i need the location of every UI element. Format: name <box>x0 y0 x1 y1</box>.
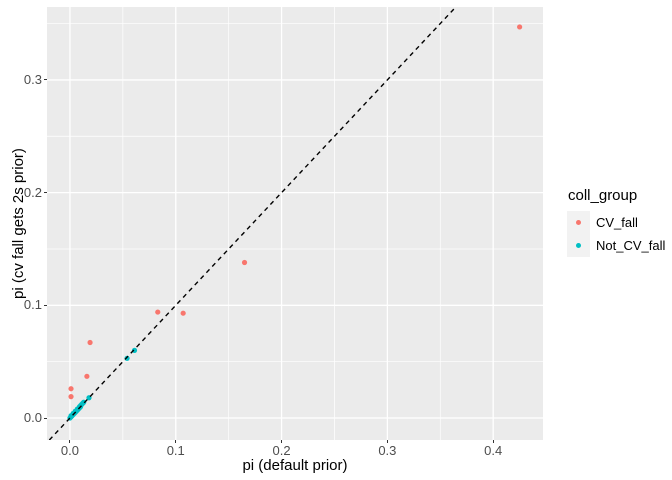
legend-entry-Not_CV_fall: Not_CV_fall <box>567 234 665 257</box>
data-point-CV_fall <box>241 259 248 266</box>
x-tick-label: 0.0 <box>60 443 79 458</box>
y-tick-label: 0.3 <box>23 71 42 87</box>
y-tick-mark <box>44 417 47 419</box>
legend-items: CV_fall Not_CV_fall <box>567 211 665 257</box>
x-tick-label: 0.3 <box>378 443 397 458</box>
y-tick-label: 0.0 <box>23 410 42 426</box>
data-point-CV_fall <box>84 373 90 379</box>
data-point-CV_fall <box>87 339 93 346</box>
x-axis-title: pi (default prior) <box>242 457 348 474</box>
y-tick-label: 0.2 <box>23 184 42 200</box>
legend-entry-CV_fall: CV_fall <box>567 211 665 234</box>
y-tick-mark <box>44 304 47 306</box>
legend: coll_group CV_fall Not_CV_fall <box>567 188 665 257</box>
legend-label: CV_fall <box>596 215 638 230</box>
x-tick-label: 0.4 <box>484 443 503 458</box>
data-point-Not_CV_fall <box>124 355 130 361</box>
data-point-Not_CV_fall <box>131 347 138 353</box>
legend-key <box>567 234 590 257</box>
y-tick-mark <box>44 192 47 194</box>
y-tick-mark <box>44 79 47 81</box>
legend-point-icon <box>576 220 581 225</box>
data-point-CV_fall <box>68 386 74 392</box>
data-point-CV_fall <box>180 310 186 316</box>
x-tick-mark <box>281 440 283 443</box>
plot-panel <box>47 7 543 440</box>
data-point-CV_fall <box>155 309 161 315</box>
x-tick-label: 0.1 <box>166 443 185 458</box>
x-tick-mark <box>492 440 494 443</box>
data-point-Not_CV_fall <box>81 399 87 405</box>
y-axis-title: pi (cv fall gets 2s prior) <box>10 148 27 299</box>
data-point-CV_fall <box>68 394 74 400</box>
legend-point-icon <box>576 243 581 248</box>
x-tick-mark <box>175 440 177 443</box>
legend-key <box>567 211 590 234</box>
y-tick-label: 0.1 <box>23 297 42 313</box>
data-point-CV_fall <box>517 24 523 30</box>
plot-area-svg <box>47 7 543 440</box>
x-tick-label: 0.2 <box>272 443 291 458</box>
x-tick-mark <box>386 440 388 443</box>
x-tick-mark <box>69 440 71 443</box>
identity-reference-line <box>48 7 457 440</box>
legend-title: coll_group <box>568 187 638 204</box>
legend-label: Not_CV_fall <box>596 238 666 253</box>
